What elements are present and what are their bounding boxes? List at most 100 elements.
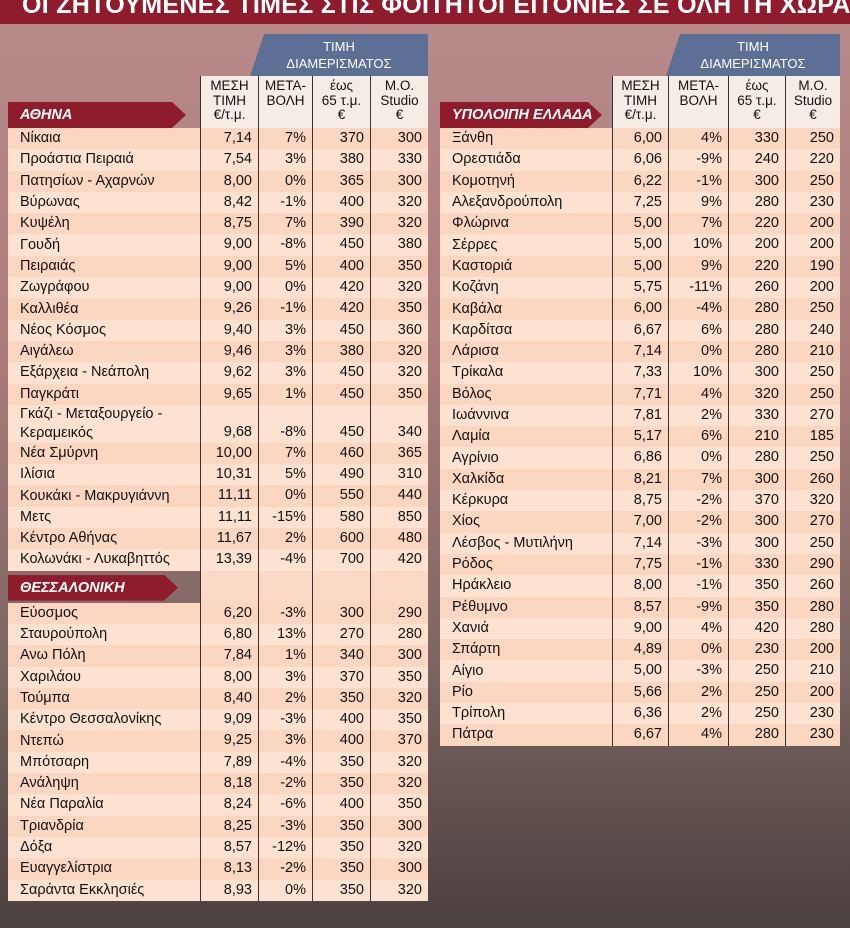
value-cell: 9,62 <box>200 362 258 384</box>
table-row: Τριανδρία 8,25 -3% 350 300 <box>8 815 428 837</box>
section-label: ΘΕΣΣΑΛΟΝΙΚΗ <box>8 575 178 601</box>
area-name: Ανω Πόλη <box>20 647 86 664</box>
value-cell: 250 <box>785 128 840 150</box>
area-name: Μετς <box>20 508 52 525</box>
value-cell: 230 <box>728 639 785 661</box>
value-cell: -1% <box>668 575 728 597</box>
column-header-line: €/τ.μ. <box>213 107 246 122</box>
value-cell: 2% <box>258 687 312 710</box>
table-row: Κομοτηνή 6,22 -1% 300 250 <box>440 170 840 192</box>
column-header-line: € <box>395 107 404 122</box>
value-cell: -1% <box>668 170 728 192</box>
group-header-line: ΔΙΑΜΕΡΙΣΜΑΤΟΣ <box>286 56 392 71</box>
column-header: έως 65 τ.μ. € <box>728 76 785 128</box>
value-cell: 480 <box>370 528 428 550</box>
value-cell: 4% <box>668 617 728 640</box>
value-cell: 185 <box>785 426 840 448</box>
value-cell: 260 <box>728 277 785 299</box>
column-header-line: Studio <box>793 92 833 108</box>
value-cell: 9,00 <box>200 234 258 256</box>
value-cell: -2% <box>258 773 312 795</box>
table-row: Νίκαια 7,14 7% 370 300 <box>8 128 428 150</box>
table-row: Λαμία 5,17 6% 210 185 <box>440 426 840 448</box>
column-header-line: Studio <box>380 92 419 108</box>
value-cell: 7,14 <box>612 340 668 363</box>
table-row: Τούμπα 8,40 2% 350 320 <box>8 687 428 710</box>
value-cell: 320 <box>370 773 428 795</box>
area-name: Τρίκαλα <box>452 364 504 381</box>
blank-cell <box>312 570 370 603</box>
area-name: Σταυρούπολη <box>20 626 108 643</box>
table-row: Μπότσαρη 7,89 -4% 350 320 <box>8 751 428 774</box>
value-cell: 3% <box>258 149 312 171</box>
value-cell: 450 <box>312 362 370 384</box>
value-cell: 7,25 <box>612 191 668 214</box>
table-row: Κέντρο Αθήνας 11,67 2% 600 480 <box>8 528 428 550</box>
value-cell: 0% <box>668 447 728 469</box>
value-cell: 320 <box>370 340 428 363</box>
column-header: Μ.Ο. Studio € <box>370 76 428 128</box>
value-cell: 320 <box>370 191 428 214</box>
table-row: Κουκάκι - Μακρυγιάννη 11,11 0% 550 440 <box>8 485 428 507</box>
table-row: Χαλκίδα 8,21 7% 300 260 <box>440 468 840 491</box>
section-row: ΘΕΣΣΑΛΟΝΙΚΗ <box>8 570 428 603</box>
value-cell: 700 <box>312 549 370 571</box>
area-name: Καστοριά <box>452 257 513 274</box>
area-name: Χανιά <box>452 619 489 636</box>
area-name: Κοζάνη <box>452 279 499 296</box>
column-header-line: έως <box>745 78 769 93</box>
table-row: Αίγιο 5,00 -3% 250 210 <box>440 660 840 682</box>
value-cell: 8,57 <box>200 836 258 859</box>
value-cell: 0% <box>668 639 728 661</box>
value-cell: 8,21 <box>612 468 668 491</box>
value-cell: 350 <box>370 383 428 405</box>
value-cell: 7,33 <box>612 362 668 384</box>
value-cell: 8,75 <box>200 213 258 235</box>
value-cell: -6% <box>258 794 312 816</box>
column-header-line: € <box>337 107 346 122</box>
value-cell: -1% <box>258 298 312 320</box>
value-cell: -4% <box>668 298 728 320</box>
value-cell: 1% <box>258 645 312 667</box>
value-cell: 2% <box>668 681 728 704</box>
column-header: ΜΕΣΗ ΤΙΜΗ €/τ.μ. <box>612 76 668 128</box>
value-cell: 3% <box>258 340 312 363</box>
header-row: ΑΘΗΝΑ ΜΕΣΗ ΤΙΜΗ €/τ.μ. ΜΕΤΑ- ΒΟΛΗ έως 65 τ.μ. € Μ… <box>8 76 428 128</box>
table-row: Σπάρτη 4,89 0% 230 200 <box>440 639 840 661</box>
value-cell: 3% <box>258 362 312 384</box>
value-cell: 440 <box>370 485 428 507</box>
value-cell: 250 <box>728 660 785 682</box>
value-cell: 10% <box>668 362 728 384</box>
value-cell: 240 <box>728 149 785 171</box>
table-row: Σταυρούπολη 6,80 13% 270 280 <box>8 623 428 646</box>
value-cell: 420 <box>728 617 785 640</box>
value-cell: 280 <box>728 447 785 469</box>
area-name: Τρίπολη <box>452 705 506 722</box>
value-cell: 7,54 <box>200 149 258 171</box>
table-row: Κέντρο Θεσσαλονίκης 9,09 -3% 400 350 <box>8 709 428 731</box>
value-cell: 340 <box>370 404 428 443</box>
value-cell: -8% <box>258 404 312 443</box>
value-cell: 300 <box>370 858 428 880</box>
value-cell: 200 <box>785 213 840 235</box>
value-cell: 5,00 <box>612 255 668 278</box>
area-name: Νέα Παραλία <box>20 796 104 813</box>
table-row: Ανω Πόλη 7,84 1% 340 300 <box>8 645 428 667</box>
table: ΤΙΜΗ ΔΙΑΜΕΡΙΣΜΑΤΟΣ ΥΠΟΛΟΙΠΗ ΕΛΛΑΔΑ ΜΕΣΗ ΤΙΜΗ… <box>440 34 840 746</box>
value-cell: 380 <box>370 234 428 256</box>
value-cell: 365 <box>312 170 370 192</box>
value-cell: 1% <box>258 383 312 405</box>
value-cell: 4,89 <box>612 639 668 661</box>
table-row: Καλλιθέα 9,26 -1% 420 350 <box>8 298 428 320</box>
area-name: Χίος <box>452 513 480 530</box>
table-row: Παγκράτι 9,65 1% 450 350 <box>8 383 428 405</box>
column-header-line: 65 τ.μ. <box>321 92 362 108</box>
value-cell: -3% <box>258 709 312 731</box>
area-name: Κυψέλη <box>20 215 70 232</box>
group-header-line: ΔΙΑΜΕΡΙΣΜΑΤΟΣ <box>700 56 806 71</box>
column-header-line: έως <box>329 78 354 93</box>
value-cell: 6,00 <box>612 298 668 320</box>
column-header-line: ΤΙΜΗ <box>624 92 657 108</box>
value-cell: 230 <box>785 703 840 725</box>
area-name: Δόξα <box>20 839 53 856</box>
